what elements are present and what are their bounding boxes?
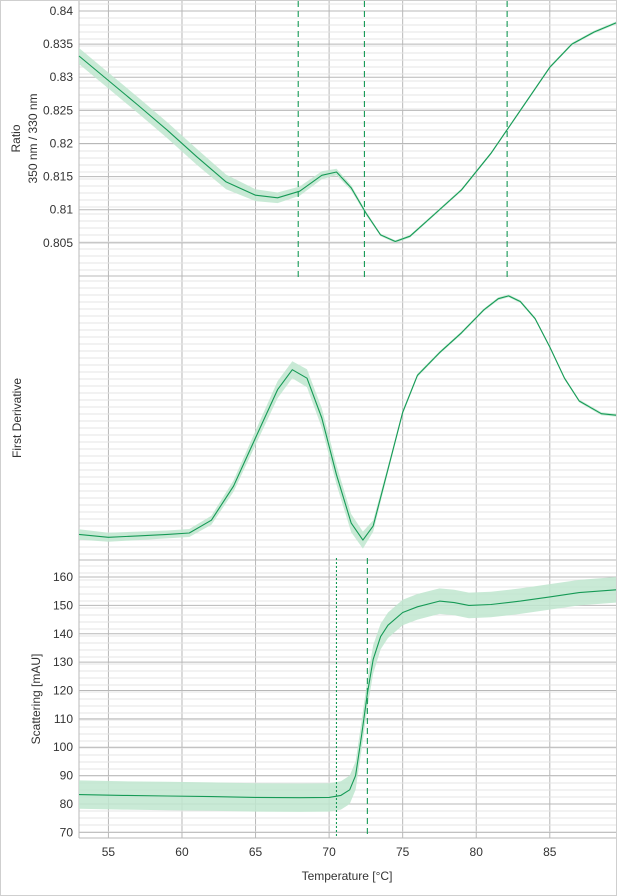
- series-line: [78, 589, 617, 799]
- y-tick-label: 0.835: [43, 37, 73, 51]
- confidence-band: [79, 577, 616, 812]
- y-tick-label: 70: [60, 825, 74, 839]
- y-axis-title: Ratio: [9, 124, 23, 152]
- series-line: [78, 295, 617, 541]
- y-tick-label: 0.805: [43, 236, 73, 250]
- y-tick-label: 110: [54, 712, 73, 726]
- series-line: [78, 22, 617, 243]
- panel-scattering: 70 80 90 100 110 120 130 140 150 160 Scattering [m…: [29, 558, 617, 839]
- y-tick-label: 0.825: [43, 103, 73, 117]
- y-tick-label: 0.815: [43, 170, 73, 184]
- x-axis-title: Temperature [°C]: [302, 869, 393, 883]
- y-tick-label: 160: [53, 570, 73, 584]
- y-tick-label: 130: [53, 655, 73, 669]
- y-tick-label: 80: [60, 797, 74, 811]
- x-tick-label: 65: [249, 845, 263, 859]
- panel-ratio: 0.805 0.81 0.815 0.82 0.825 0.83 0.835 0.84 Rati…: [9, 1, 617, 278]
- y-axis-title: Scattering [mAU]: [29, 654, 43, 745]
- y-tick-label: 0.82: [50, 136, 74, 150]
- y-axis-title: First Derivative: [10, 378, 24, 458]
- y-tick-label: 150: [53, 598, 73, 612]
- x-tick-label: 75: [396, 845, 410, 859]
- x-tick-label: 70: [322, 845, 336, 859]
- x-tick-label: 55: [102, 845, 116, 859]
- x-tick-label: 60: [175, 845, 189, 859]
- panel-first-derivative: First Derivative: [10, 276, 617, 561]
- y-tick-label: 0.81: [50, 203, 74, 217]
- y-axis-title: 350 nm / 330 nm: [26, 93, 40, 183]
- y-tick-label: 0.83: [50, 70, 74, 84]
- y-tick-label: 0.84: [50, 4, 74, 18]
- y-tick-label: 90: [60, 769, 74, 783]
- x-tick-label: 80: [470, 845, 484, 859]
- y-tick-label: 120: [53, 683, 73, 697]
- y-tick-label: 100: [53, 740, 73, 754]
- x-tick-label: 85: [543, 845, 557, 859]
- y-tick-label: 140: [53, 627, 73, 641]
